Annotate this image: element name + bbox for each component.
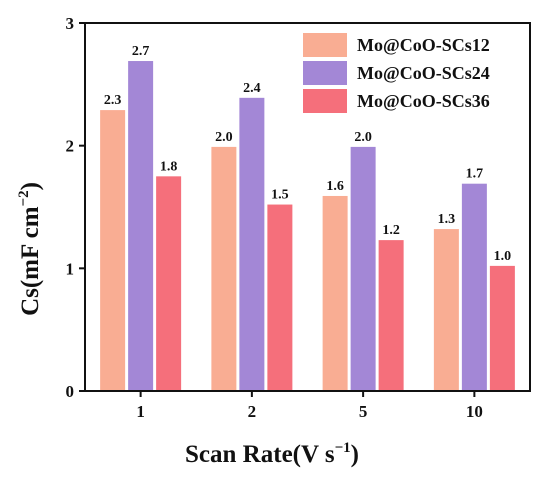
- legend-label-Mo@CoO-SCs36: Mo@CoO-SCs36: [357, 91, 490, 111]
- bar-Mo@CoO-SCs24-2: [239, 97, 265, 392]
- y-tick-label: 2: [66, 137, 75, 156]
- y-axis-label-tail: ): [17, 182, 44, 190]
- legend: Mo@CoO-SCs12 Mo@CoO-SCs24 Mo@CoO-SCs36: [303, 33, 490, 113]
- y-tick-label: 0: [66, 382, 75, 401]
- data-label-Mo@CoO-SCs36-1: 1.8: [160, 159, 178, 174]
- data-label-Mo@CoO-SCs36-10: 1.0: [494, 249, 512, 264]
- x-tick-label: 1: [136, 402, 145, 421]
- x-axis-label-exponent: −1: [335, 440, 351, 456]
- bar-Mo@CoO-SCs12-1: [100, 110, 126, 392]
- data-label-Mo@CoO-SCs12-5: 1.6: [326, 179, 344, 194]
- x-axis-label-tail: ): [351, 441, 359, 468]
- data-label-Mo@CoO-SCs36-5: 1.2: [382, 223, 400, 238]
- bar-Mo@CoO-SCs24-5: [350, 146, 376, 391]
- data-label-Mo@CoO-SCs24-5: 2.0: [354, 130, 372, 145]
- data-label-Mo@CoO-SCs12-2: 2.0: [215, 130, 233, 145]
- legend-label-Mo@CoO-SCs12: Mo@CoO-SCs12: [357, 35, 490, 55]
- bar-Mo@CoO-SCs36-2: [267, 204, 293, 391]
- data-label-Mo@CoO-SCs24-1: 2.7: [132, 44, 150, 59]
- data-label-Mo@CoO-SCs36-2: 1.5: [271, 188, 289, 203]
- legend-swatch-Mo@CoO-SCs12: [303, 33, 347, 57]
- y-axis-label: Cs(mF cm−2): [16, 182, 44, 316]
- data-label-Mo@CoO-SCs12-1: 2.3: [104, 93, 122, 108]
- bar-Mo@CoO-SCs36-10: [489, 265, 515, 391]
- data-label-Mo@CoO-SCs24-10: 1.7: [466, 167, 484, 182]
- x-tick-label: 5: [359, 402, 368, 421]
- data-labels-group: 2.3 2.7 1.8 2.0 2.4 1.5 1.6 2.0 1.2 1.3 1.7 1.0: [104, 44, 511, 264]
- y-tick-label: 3: [66, 14, 75, 33]
- legend-swatch-Mo@CoO-SCs24: [303, 61, 347, 85]
- bars-group: [100, 61, 515, 392]
- y-axis-label-exponent: −2: [16, 190, 32, 206]
- plot-frame: [84, 22, 531, 392]
- y-axis-label-main: Cs(mF cm: [17, 206, 44, 316]
- bar-Mo@CoO-SCs36-5: [378, 240, 404, 391]
- data-label-Mo@CoO-SCs24-2: 2.4: [243, 81, 261, 96]
- data-label-Mo@CoO-SCs12-10: 1.3: [438, 212, 456, 227]
- bar-Mo@CoO-SCs24-10: [461, 183, 487, 391]
- ticks-group: 1 2 5 10 0 1 2 3: [66, 14, 483, 421]
- legend-label-Mo@CoO-SCs24: Mo@CoO-SCs24: [357, 63, 490, 83]
- x-axis-label-main: Scan Rate(V s: [185, 441, 335, 468]
- bar-Mo@CoO-SCs12-2: [211, 146, 237, 391]
- bar-Mo@CoO-SCs36-1: [156, 176, 182, 391]
- legend-swatch-Mo@CoO-SCs36: [303, 89, 347, 113]
- x-tick-label: 2: [248, 402, 257, 421]
- bar-Mo@CoO-SCs12-10: [433, 229, 459, 391]
- x-axis-label: Scan Rate(V s−1): [185, 440, 359, 468]
- x-tick-label: 10: [466, 402, 483, 421]
- bar-Mo@CoO-SCs24-1: [128, 61, 154, 391]
- y-tick-label: 1: [66, 259, 75, 278]
- bar-Mo@CoO-SCs12-5: [322, 195, 348, 391]
